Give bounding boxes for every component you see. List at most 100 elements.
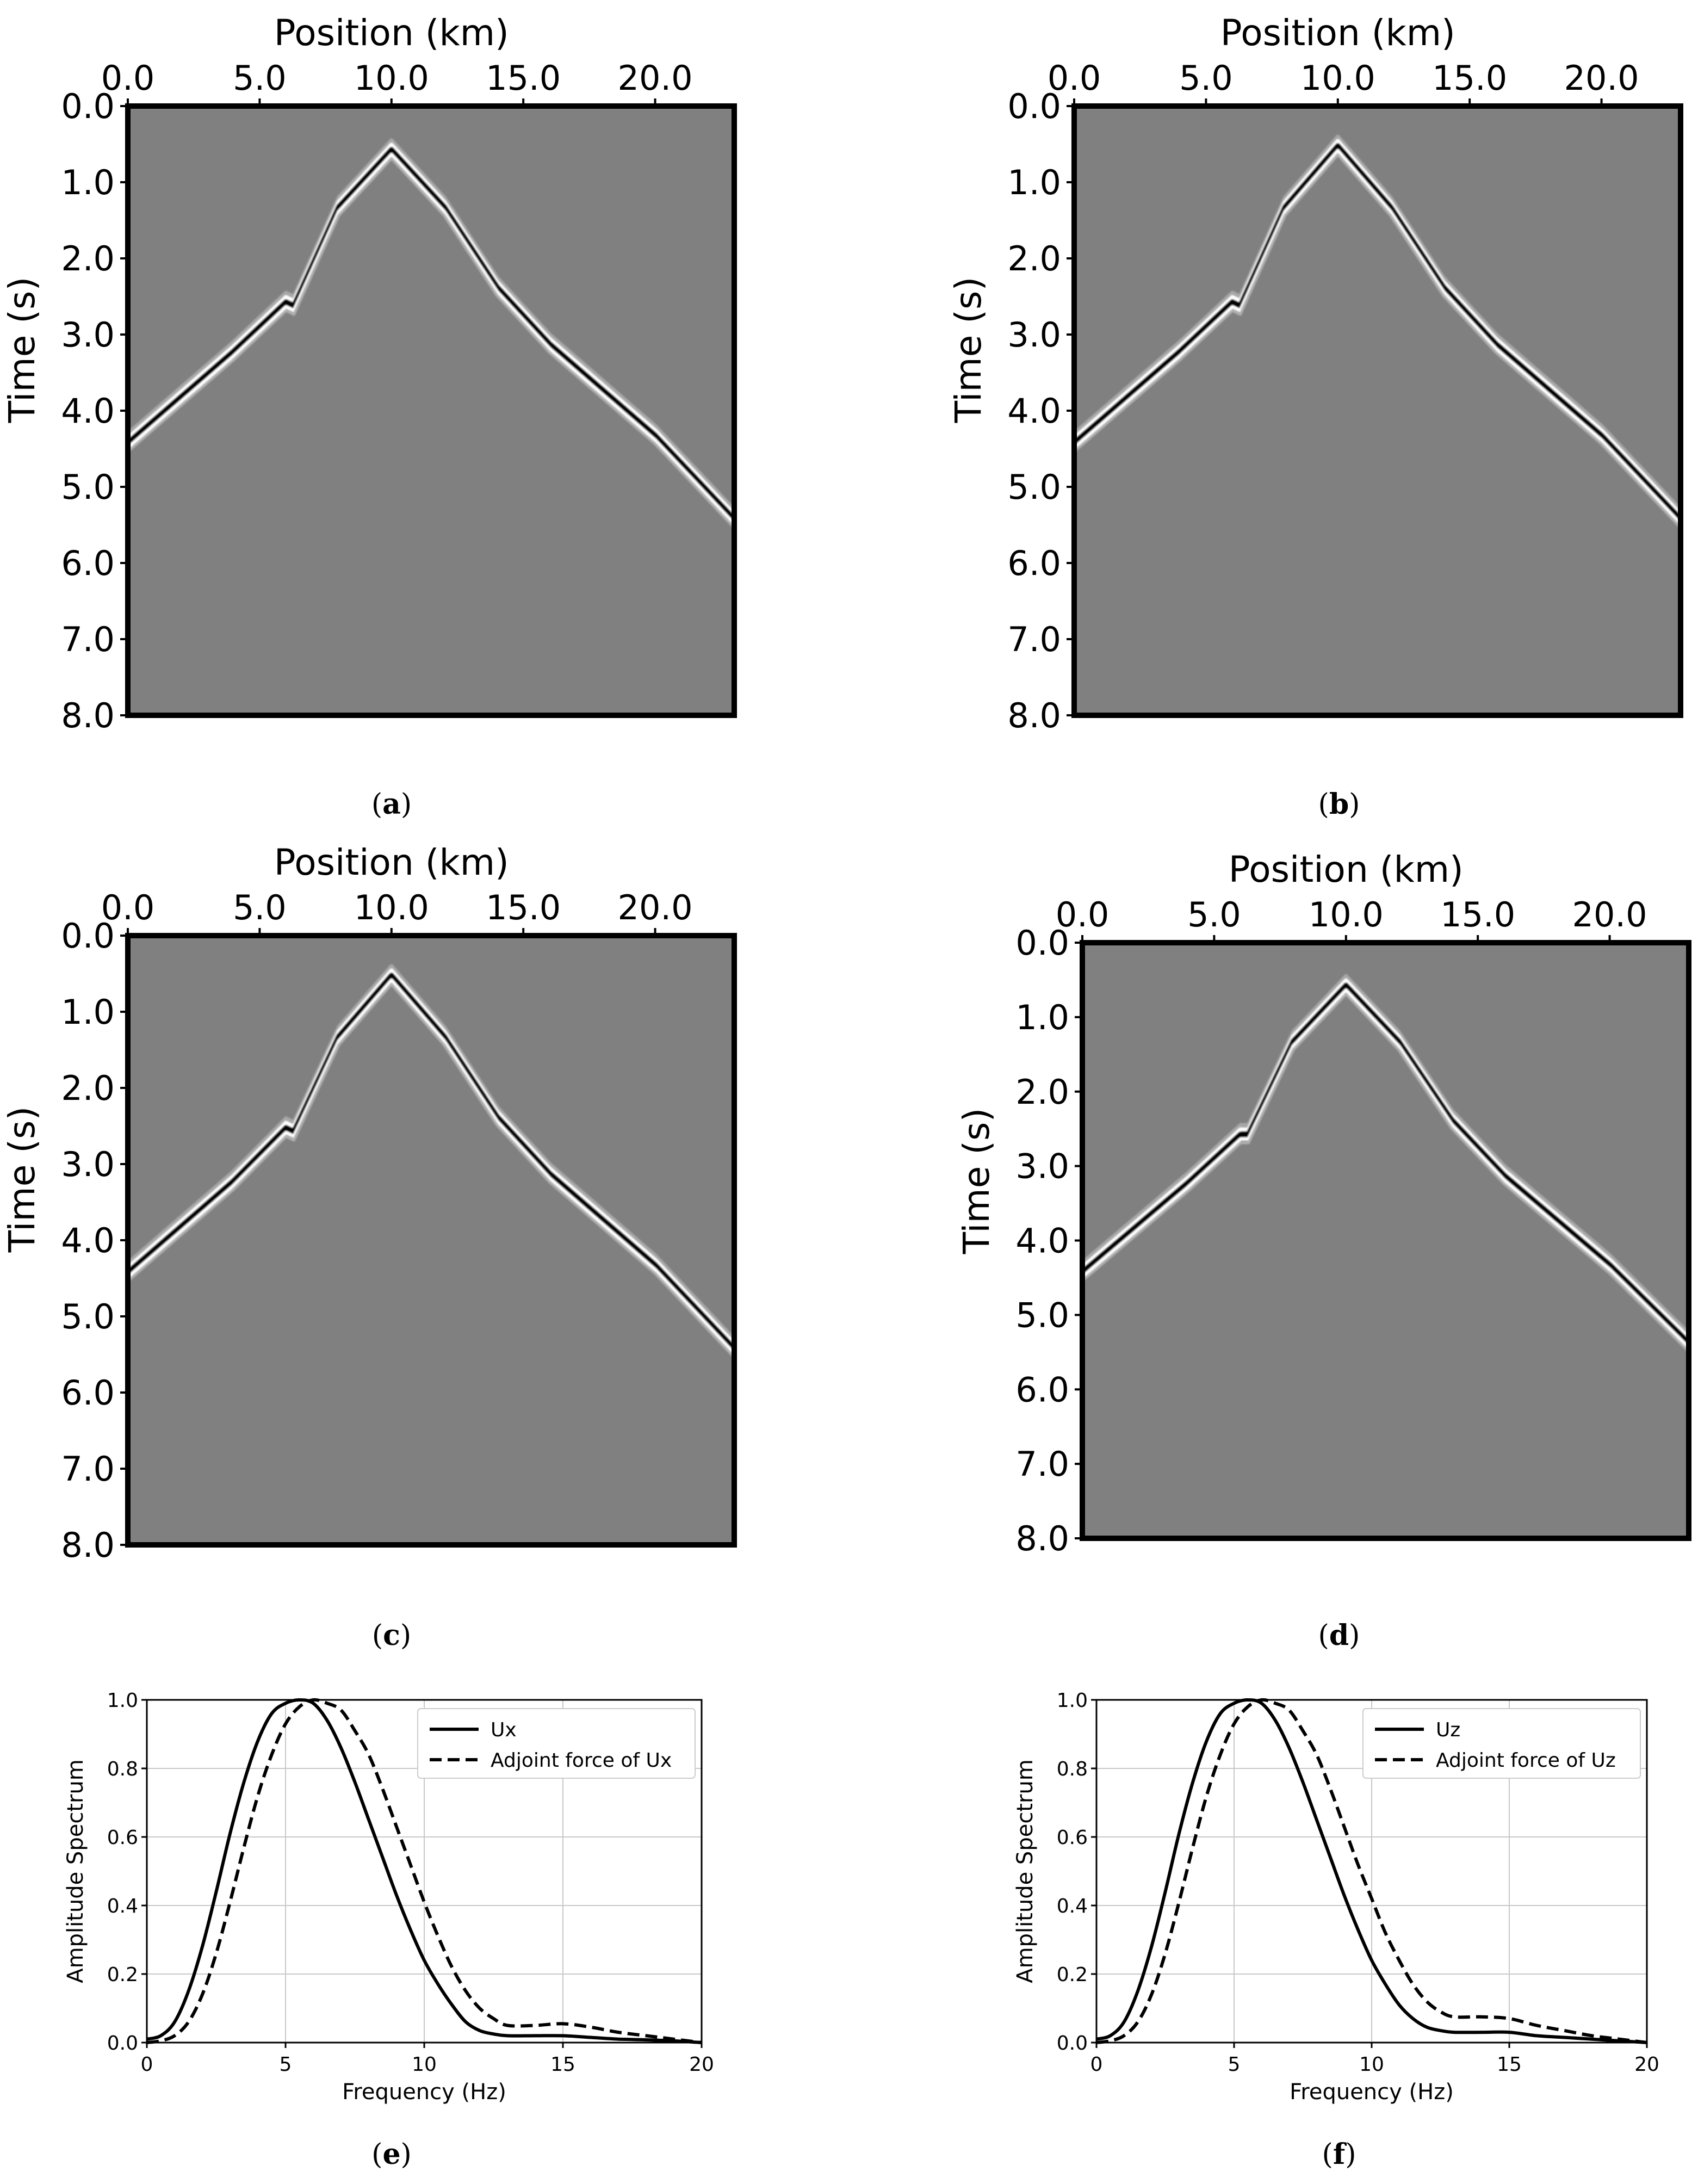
xtick-label-c-3: 15.0 <box>486 888 561 927</box>
xtick-label-e-4: 20 <box>689 2053 714 2076</box>
xtick-label-c-2: 10.0 <box>354 888 429 927</box>
caption-c: (c) <box>371 1619 412 1652</box>
arrival-c-layer-1 <box>128 968 734 1346</box>
series-f-1 <box>1096 1698 1647 2044</box>
arrival-c-layer-4 <box>128 982 734 1359</box>
ytick-label-d-8: 8.0 <box>1015 1519 1069 1558</box>
arrival-d-layer-3 <box>1082 988 1689 1350</box>
ytick-label-c-6: 6.0 <box>61 1373 115 1413</box>
ytick-label-f-2: 0.4 <box>1057 1895 1088 1917</box>
xtick-label-a-0: 0.0 <box>101 58 155 98</box>
xtick-label-c-0: 0.0 <box>101 888 155 927</box>
xtick-label-b-1: 5.0 <box>1179 58 1233 98</box>
xtick-label-b-4: 20.0 <box>1564 58 1639 98</box>
arrival-c-layer-3 <box>128 979 734 1355</box>
ytick-label-b-8: 8.0 <box>1007 696 1061 735</box>
ytick-label-a-4: 4.0 <box>61 391 115 431</box>
ytick-label-b-5: 5.0 <box>1007 467 1061 507</box>
y-axis-title-b: Time (s) <box>947 277 989 423</box>
legend-f: Uz Adjoint force of Uz <box>1362 1708 1641 1779</box>
ytick-label-b-4: 4.0 <box>1007 391 1061 431</box>
ytick-label-a-6: 6.0 <box>61 543 115 583</box>
xtick-label-a-4: 20.0 <box>618 58 693 98</box>
ytick-label-f-4: 0.8 <box>1057 1758 1088 1780</box>
arrival-b-layer-4 <box>1074 153 1681 529</box>
xtick-label-d-4: 20.0 <box>1572 895 1647 935</box>
caption-f: (f) <box>1322 2138 1356 2171</box>
ytick-label-c-0: 0.0 <box>61 916 115 956</box>
xtick-label-a-2: 10.0 <box>354 58 429 98</box>
xtick-label-f-3: 15 <box>1497 2053 1522 2076</box>
panel-f: 0 5 10 15 20 0.0 0.2 0.4 0.6 0.8 1.0 Frequency (Hz)… <box>1013 1690 1659 2105</box>
xtick-label-a-1: 5.0 <box>233 58 287 98</box>
ytick-label-a-3: 3.0 <box>61 315 115 355</box>
ytick-label-d-3: 3.0 <box>1015 1147 1069 1186</box>
ytick-label-d-2: 2.0 <box>1015 1072 1069 1112</box>
xtick-label-c-1: 5.0 <box>233 888 287 927</box>
ytick-label-e-3: 0.6 <box>107 1827 138 1849</box>
ytick-label-a-7: 7.0 <box>61 620 115 659</box>
xtick-label-f-2: 10 <box>1359 2053 1384 2076</box>
legend-box-e <box>417 1708 696 1779</box>
xtick-label-d-2: 10.0 <box>1309 895 1384 935</box>
xtick-label-d-1: 5.0 <box>1187 895 1241 935</box>
ytick-label-c-7: 7.0 <box>61 1449 115 1489</box>
panel-b: 0.0 5.0 10.0 15.0 20.0 Position (km) 0.0 1.0 2.0… <box>947 12 1683 735</box>
ytick-label-a-2: 2.0 <box>61 239 115 279</box>
arrival-a-layer-4 <box>128 157 734 529</box>
series-e-0 <box>146 1698 702 2044</box>
ytick-label-d-7: 7.0 <box>1015 1444 1069 1484</box>
ytick-label-f-3: 0.6 <box>1057 1827 1088 1849</box>
arrival-d-layer-0 <box>1082 974 1689 1335</box>
ytick-label-c-4: 4.0 <box>61 1221 115 1260</box>
xtick-label-e-3: 15 <box>550 2053 575 2076</box>
series-e-1 <box>146 1698 702 2044</box>
x-axis-title-b: Position (km) <box>1220 12 1455 54</box>
legend-label-f-0: Uz <box>1436 1719 1460 1741</box>
ytick-label-d-4: 4.0 <box>1015 1221 1069 1261</box>
panel-c: 0.0 5.0 10.0 15.0 20.0 Position (km) 0.0 1.0 2.0… <box>1 842 737 1565</box>
xtick-label-e-2: 10 <box>412 2053 437 2076</box>
xtick-label-f-1: 5 <box>1228 2053 1241 2076</box>
ytick-label-c-2: 2.0 <box>61 1068 115 1108</box>
arrival-b-layer-0 <box>1074 134 1681 512</box>
x-axis-title-a: Position (km) <box>274 12 509 54</box>
panel-a: 0.0 5.0 10.0 15.0 20.0 Position (km) 0.0 1.0 2.0… <box>1 12 737 735</box>
arrival-c-layer-0 <box>128 964 734 1341</box>
ytick-label-b-7: 7.0 <box>1007 620 1061 659</box>
ytick-label-d-6: 6.0 <box>1015 1370 1069 1409</box>
x-axis-title-e: Frequency (Hz) <box>342 2080 506 2105</box>
ytick-label-d-1: 1.0 <box>1015 998 1069 1037</box>
ytick-label-e-1: 0.2 <box>107 1964 138 1986</box>
ytick-label-a-5: 5.0 <box>61 467 115 507</box>
x-axis-title-f: Frequency (Hz) <box>1290 2080 1454 2105</box>
ytick-label-f-5: 1.0 <box>1057 1690 1088 1712</box>
xtick-label-d-0: 0.0 <box>1056 895 1110 935</box>
arrival-b-layer-2 <box>1074 143 1681 522</box>
xtick-label-a-3: 15.0 <box>486 58 561 98</box>
ytick-label-e-2: 0.4 <box>107 1895 138 1917</box>
xtick-label-e-0: 0 <box>141 2053 153 2076</box>
ytick-label-d-0: 0.0 <box>1015 923 1069 963</box>
ytick-label-b-3: 3.0 <box>1007 315 1061 355</box>
ytick-label-b-0: 0.0 <box>1007 86 1061 126</box>
ytick-label-c-8: 8.0 <box>61 1525 115 1565</box>
xtick-label-b-3: 15.0 <box>1432 58 1507 98</box>
arrival-a-layer-0 <box>128 138 734 512</box>
ytick-label-e-0: 0.0 <box>107 2032 138 2055</box>
ytick-label-c-3: 3.0 <box>61 1144 115 1184</box>
ytick-label-c-1: 1.0 <box>61 992 115 1032</box>
arrival-a-layer-1 <box>128 143 734 516</box>
xtick-label-e-1: 5 <box>280 2053 292 2076</box>
x-axis-title-d: Position (km) <box>1229 849 1464 890</box>
legend-label-e-1: Adjoint force of Ux <box>491 1749 672 1772</box>
arrival-d-layer-1 <box>1082 978 1689 1340</box>
ytick-label-a-0: 0.0 <box>61 86 115 126</box>
series-f-0 <box>1096 1698 1647 2044</box>
arrival-b-layer-1 <box>1074 139 1681 516</box>
ytick-label-b-6: 6.0 <box>1007 543 1061 583</box>
xtick-label-f-0: 0 <box>1090 2053 1103 2076</box>
arrival-d-layer-2 <box>1082 982 1689 1346</box>
